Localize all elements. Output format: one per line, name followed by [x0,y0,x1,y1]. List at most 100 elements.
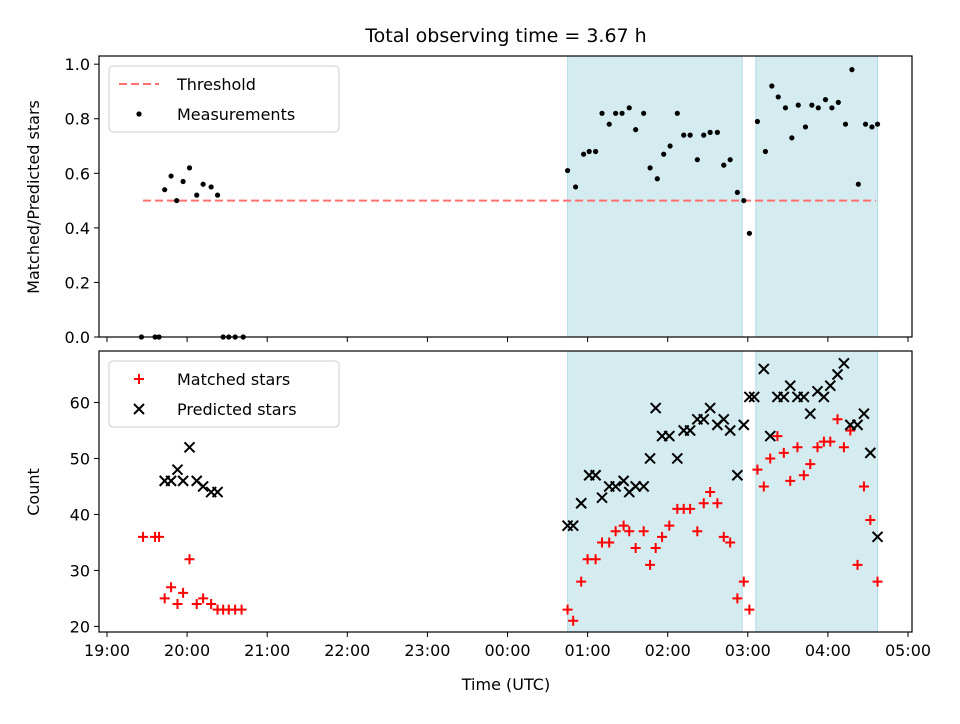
matched-stars-point-60 [852,559,863,570]
legend: Threshold Measurements [108,65,340,133]
matched-stars-point-63 [872,576,883,587]
x-tick-label: 04:00 [805,641,851,660]
measurements-point-29 [647,165,653,171]
measurements-point-24 [613,110,619,116]
matched-stars-point-46 [758,481,769,492]
measurements-point-45 [754,118,761,125]
predicted-stars-point-55 [864,447,877,459]
y-tick-label: 0.8 [65,110,90,129]
legend-measurements-swatch [136,111,142,117]
measurements-point-12 [214,192,221,198]
predicted-stars-point-33 [718,413,730,425]
matched-stars-point-49 [778,447,789,458]
legend-label: Matched stars [177,370,290,389]
matched-stars-point-53 [805,459,816,470]
chart-title: Total observing time = 3.67 h [364,25,646,47]
measurements-point-44 [746,230,753,236]
predicted-stars-point-14 [589,469,602,481]
matched-stars-point-23 [604,537,615,548]
predicted-stars-point-31 [704,402,716,414]
axes-frame [98,55,913,338]
matched-stars-point-32 [664,520,675,531]
matched-stars-point-16 [236,604,247,615]
measurements-point-47 [769,83,775,89]
matched-stars-point-57 [832,414,843,425]
predicted-stars-point-7 [197,480,209,493]
x-tick-label: 20:00 [164,641,210,660]
measurements-point-62 [869,124,875,130]
predicted-stars-point-56 [871,531,884,543]
predicted-stars-point-51 [838,357,850,370]
predicted-stars-point-42 [778,391,790,403]
y-tick-label: 30 [70,561,90,580]
y-tick-label: 0.4 [65,219,90,238]
measurements-point-20 [586,148,592,155]
measurements-point-54 [815,105,821,111]
measurements-point-55 [822,97,829,103]
x-tick-label: 00:00 [484,641,530,660]
predicted-stars-point-18 [617,475,630,487]
measurements-point-35 [687,132,693,138]
matched-stars-point-1 [138,531,149,542]
measurements-point-41 [727,157,733,163]
measurements-point-36 [694,157,700,163]
y-tick-label: 60 [70,393,90,412]
matched-stars-point-21 [590,554,601,565]
measurements-point-6 [174,197,180,204]
shaded-span-1 [567,350,743,633]
matched-stars-point-50 [785,475,796,486]
predicted-stars-point-49 [824,379,837,392]
matched-stars-point-6 [172,599,183,610]
predicted-stars-point-30 [698,413,710,425]
y-tick-label: 20 [70,617,90,636]
predicted-stars-point-45 [798,391,810,403]
measurements-point-8 [186,165,193,171]
measurements-point-27 [633,127,639,133]
y-tick-label: 40 [70,505,90,524]
matched-stars-point-17 [562,604,573,615]
measurements-point-61 [862,121,869,127]
measurements-point-39 [714,129,720,135]
measurements-point-22 [599,110,605,116]
matched-stars-point-31 [657,531,668,542]
y-tick-label: 0.2 [65,273,90,292]
measurements-point-50 [789,135,795,141]
measurements-point-33 [674,110,680,116]
legend-label: Predicted stars [177,400,297,419]
predicted-stars-point-15 [596,491,608,504]
predicted-stars-point-50 [831,368,844,381]
predicted-stars-point-3 [171,463,184,476]
measurements-point-10 [200,181,206,187]
measurements-point-34 [681,132,687,138]
measurements-point-25 [619,110,625,116]
bottom-y-axis-label: Count [24,468,43,516]
x-tick-label: 01:00 [565,641,611,660]
matched-stars-point-41 [725,537,736,548]
matched-stars-point-36 [692,526,703,537]
matched-stars-point-30 [650,543,661,554]
matched-stars-point-35 [685,503,696,514]
predicted-stars-point-21 [637,480,650,493]
matched-stars-point-59 [845,425,856,436]
predicted-stars-point-4 [177,475,189,487]
legend-label: Threshold [176,75,256,94]
measurements-point-30 [654,176,660,182]
measurements-point-52 [802,124,809,130]
matched-stars-point-38 [705,487,716,498]
measurements-point-58 [842,121,849,127]
measurements-point-7 [180,178,186,185]
measurements-point-17 [564,167,571,174]
matched-stars-point-27 [630,543,641,554]
legend-box [108,65,340,133]
predicted-stars-point-2 [165,475,177,487]
top-panel: 0.0 0.2 0.4 0.6 0.8 1.0 Threshold Measurements [65,55,913,347]
measurements-point-21 [593,148,599,155]
shaded-span-1 [567,55,743,338]
legend-predicted-swatch [133,403,145,415]
predicted-stars-point-37 [743,391,756,403]
measurements-point-57 [835,99,841,105]
predicted-stars-point-40 [764,430,776,442]
matched-stars-point-39 [712,498,723,509]
measurements-point-23 [606,121,612,127]
